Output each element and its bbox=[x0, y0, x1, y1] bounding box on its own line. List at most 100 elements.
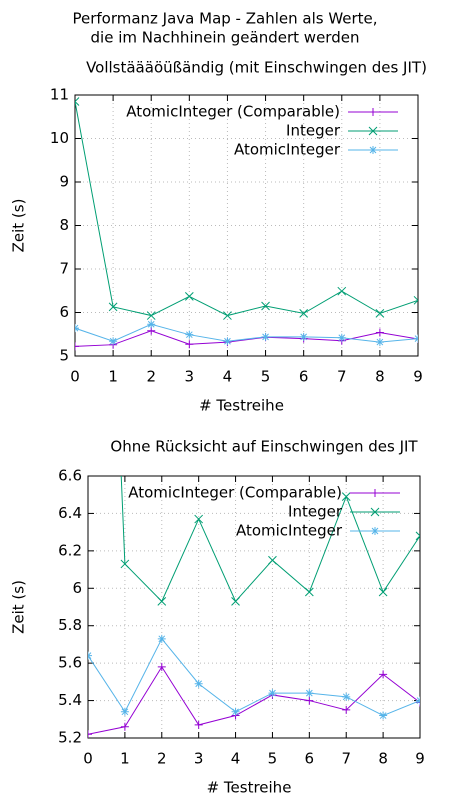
y-tick-label: 6 bbox=[72, 579, 82, 597]
plot-frame bbox=[87, 475, 421, 739]
point-marker bbox=[342, 692, 351, 701]
y-tick-label: 5.2 bbox=[58, 729, 82, 747]
y-tick-label: 5 bbox=[59, 347, 69, 365]
x-tick-label: 2 bbox=[157, 750, 167, 768]
point-marker bbox=[305, 689, 314, 698]
legend-marker bbox=[371, 527, 379, 535]
y-tick-label: 9 bbox=[59, 173, 69, 191]
point-marker bbox=[299, 309, 309, 318]
x-tick-label: 0 bbox=[83, 750, 93, 768]
point-marker bbox=[375, 309, 385, 318]
x-axis-label: # Testreihe bbox=[199, 397, 284, 415]
x-tick-label: 3 bbox=[185, 368, 195, 386]
x-tick-label: 4 bbox=[231, 750, 241, 768]
point-marker bbox=[231, 707, 240, 716]
point-marker bbox=[305, 696, 314, 705]
point-marker bbox=[185, 340, 194, 349]
point-marker bbox=[194, 514, 204, 524]
legend-marker bbox=[368, 126, 378, 136]
y-tick-label: 5.8 bbox=[58, 616, 82, 634]
x-tick-label: 2 bbox=[146, 368, 156, 386]
point-marker bbox=[75, 97, 80, 106]
x-tick-label: 1 bbox=[108, 368, 118, 386]
x-tick-label: 8 bbox=[375, 368, 385, 386]
x-axis-label: # Testreihe bbox=[207, 779, 292, 797]
point-marker bbox=[184, 292, 194, 301]
point-marker bbox=[337, 333, 346, 342]
legend-label: AtomicInteger bbox=[236, 522, 343, 540]
y-tick-label: 10 bbox=[50, 129, 69, 147]
x-tick-label: 6 bbox=[299, 368, 309, 386]
point-marker bbox=[120, 722, 129, 731]
plot-area bbox=[75, 97, 418, 351]
series-line bbox=[75, 330, 418, 347]
series-line bbox=[88, 665, 420, 735]
legend-marker bbox=[370, 507, 380, 517]
point-marker bbox=[88, 651, 92, 660]
y-tick-label: 6.4 bbox=[58, 504, 82, 522]
point-marker bbox=[261, 301, 270, 311]
series-line bbox=[120, 476, 420, 603]
x-tick-label: 7 bbox=[341, 750, 351, 768]
y-tick-label: 6.2 bbox=[58, 541, 82, 559]
legend-label: AtomicInteger bbox=[234, 141, 341, 159]
point-marker bbox=[414, 334, 418, 343]
y-axis-label: Zeit (s) bbox=[10, 580, 28, 634]
plot-frame bbox=[74, 94, 419, 357]
y-tick-label: 7 bbox=[59, 260, 69, 278]
point-marker bbox=[375, 338, 384, 347]
series-line bbox=[75, 323, 418, 343]
point-marker bbox=[108, 302, 118, 312]
x-tick-label: 5 bbox=[268, 750, 278, 768]
point-marker bbox=[75, 324, 79, 333]
plot-area bbox=[88, 476, 420, 738]
point-marker bbox=[379, 670, 388, 679]
figure-title: Performanz Java Map - Zahlen als Werte, bbox=[72, 10, 377, 28]
y-axis-label: Zeit (s) bbox=[10, 199, 28, 253]
point-marker bbox=[185, 330, 194, 339]
point-marker bbox=[268, 689, 277, 698]
legend-label: AtomicInteger (Comparable) bbox=[126, 103, 340, 121]
x-tick-label: 4 bbox=[223, 368, 233, 386]
point-marker bbox=[268, 555, 277, 565]
legend-label: Integer bbox=[288, 503, 343, 521]
point-marker bbox=[194, 679, 203, 688]
point-marker bbox=[231, 597, 240, 606]
x-tick-label: 1 bbox=[120, 750, 130, 768]
point-marker bbox=[304, 587, 314, 597]
legend-marker bbox=[369, 108, 377, 116]
x-tick-label: 5 bbox=[261, 368, 271, 386]
point-marker bbox=[416, 696, 420, 705]
point-marker bbox=[157, 597, 167, 606]
point-marker bbox=[379, 711, 388, 720]
point-marker bbox=[261, 332, 270, 341]
point-marker bbox=[109, 337, 118, 346]
point-marker bbox=[75, 342, 79, 351]
legend-label: Integer bbox=[286, 122, 341, 140]
x-tick-label: 7 bbox=[337, 368, 347, 386]
point-marker bbox=[120, 707, 129, 716]
point-marker bbox=[299, 332, 308, 341]
point-marker bbox=[88, 730, 92, 738]
chart-title: Ohne Rücksicht auf Einschwingen des JIT bbox=[110, 438, 418, 456]
series-line bbox=[88, 637, 420, 717]
x-tick-label: 6 bbox=[305, 750, 315, 768]
point-marker bbox=[120, 559, 130, 569]
point-marker bbox=[416, 698, 420, 707]
legend-marker bbox=[371, 489, 379, 497]
point-marker bbox=[147, 320, 156, 329]
point-marker bbox=[146, 311, 156, 320]
legend-label: AtomicInteger (Comparable) bbox=[128, 484, 342, 502]
x-tick-label: 8 bbox=[378, 750, 388, 768]
y-tick-label: 5.4 bbox=[58, 691, 82, 709]
legend-marker bbox=[369, 146, 377, 154]
x-tick-label: 0 bbox=[70, 368, 80, 386]
point-marker bbox=[378, 587, 388, 597]
point-marker bbox=[413, 295, 418, 305]
y-tick-label: 8 bbox=[59, 216, 69, 234]
point-marker bbox=[223, 337, 232, 346]
point-marker bbox=[194, 720, 203, 729]
point-marker bbox=[375, 328, 384, 337]
y-tick-label: 5.6 bbox=[58, 654, 82, 672]
